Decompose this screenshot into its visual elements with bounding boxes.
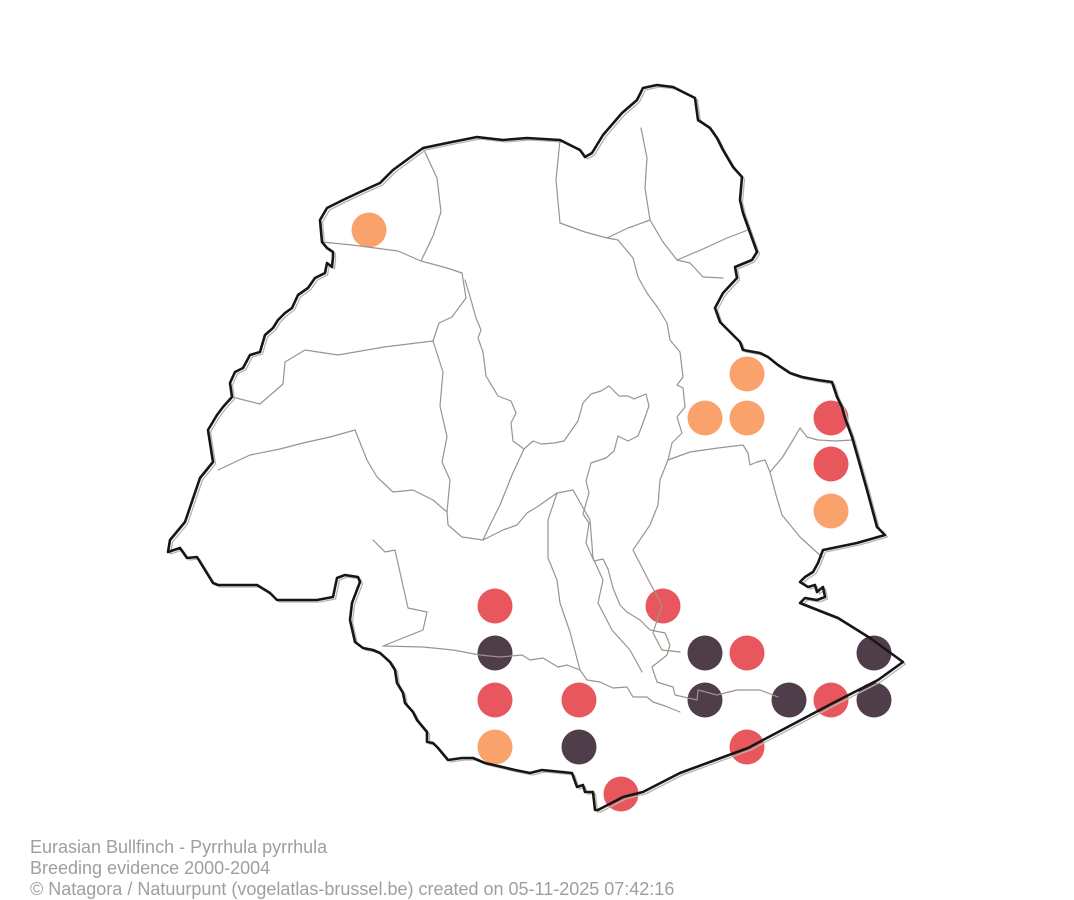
- municipal-boundary-line: [420, 260, 467, 342]
- breeding-dot-possible: [729, 400, 765, 436]
- region-boundary-outline: [166, 83, 905, 812]
- municipal-boundary-line: [382, 645, 681, 713]
- breeding-dot-probable: [813, 446, 849, 482]
- breeding-dot-probable: [561, 682, 597, 718]
- breeding-dot-confirmed: [687, 682, 723, 718]
- breeding-dot-confirmed: [687, 635, 723, 671]
- municipal-boundary-line: [667, 427, 853, 473]
- municipal-boundary-line: [354, 429, 574, 541]
- municipal-boundary-line: [547, 492, 581, 671]
- municipal-boundary-line: [432, 340, 451, 513]
- municipal-boundary-line: [606, 219, 651, 239]
- breeding-dot-possible: [813, 493, 849, 529]
- municipal-boundary-line: [649, 219, 678, 261]
- breeding-dot-confirmed: [771, 682, 807, 718]
- municipal-boundary-line: [640, 127, 651, 221]
- region-boundary-shadow: [169, 86, 907, 813]
- region-boundary-layer: [166, 83, 907, 813]
- municipal-boundary-line: [464, 279, 650, 482]
- municipal-boundary-line: [676, 229, 749, 261]
- municipal-boundary-line: [572, 489, 643, 673]
- municipal-boundary-line: [321, 241, 422, 262]
- breeding-dot-probable: [729, 635, 765, 671]
- municipal-boundary-line: [555, 139, 561, 224]
- municipal-boundary-line: [769, 471, 823, 558]
- map-subtitle: Breeding evidence 2000-2004: [30, 858, 271, 878]
- municipal-boundaries-layer: [217, 127, 853, 713]
- municipal-boundary-line: [372, 539, 428, 647]
- breeding-dot-confirmed: [561, 729, 597, 765]
- breeding-dot-probable: [477, 682, 513, 718]
- breeding-dots-layer: [351, 212, 892, 812]
- breeding-dot-probable: [813, 682, 849, 718]
- credit-line: © Natagora / Natuurpunt (vogelatlas-brus…: [30, 879, 675, 899]
- breeding-dot-possible: [729, 356, 765, 392]
- municipal-boundary-line: [217, 429, 356, 471]
- municipal-boundary-line: [559, 222, 619, 241]
- municipal-boundary-line: [617, 239, 686, 461]
- species-title: Eurasian Bullfinch - Pyrrhula pyrrhula: [30, 837, 328, 857]
- municipal-boundary-line: [582, 480, 628, 613]
- breeding-dot-confirmed: [856, 682, 892, 718]
- breeding-dot-possible: [477, 729, 513, 765]
- municipal-boundary-line: [632, 459, 681, 653]
- breeding-dot-confirmed: [477, 635, 513, 671]
- municipal-boundary-line: [676, 259, 724, 279]
- breeding-dot-probable: [477, 588, 513, 624]
- municipal-boundary-line: [420, 147, 442, 262]
- municipal-boundary-line: [231, 340, 434, 405]
- breeding-dot-confirmed: [856, 635, 892, 671]
- breeding-dot-probable: [813, 400, 849, 436]
- breeding-dot-possible: [687, 400, 723, 436]
- municipal-boundary-line: [482, 448, 525, 541]
- breeding-dot-probable: [645, 588, 681, 624]
- breeding-dot-possible: [351, 212, 387, 248]
- municipal-boundary-line: [626, 611, 779, 701]
